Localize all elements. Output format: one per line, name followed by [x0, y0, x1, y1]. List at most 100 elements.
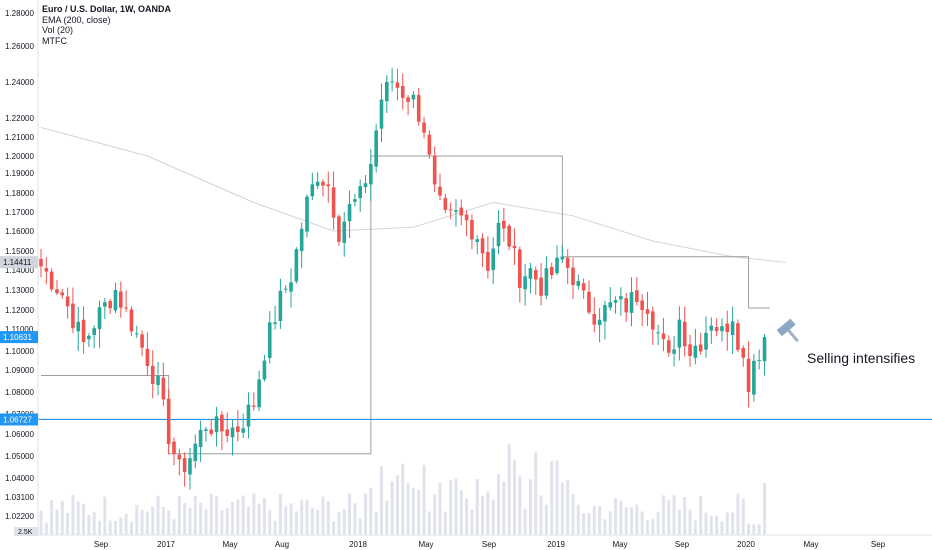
candle-body [342, 221, 347, 243]
volume-bar [177, 496, 181, 535]
indicator-lines [38, 127, 932, 455]
candle-body [698, 344, 703, 352]
volume-bar [438, 482, 442, 535]
volume-bar [257, 503, 261, 535]
volume-bar [87, 514, 91, 535]
candle-body [603, 305, 607, 322]
candle-body [209, 429, 214, 434]
volume-bar [661, 495, 665, 535]
volume-bar [566, 480, 570, 535]
candle-body [193, 443, 198, 461]
candle-body [528, 268, 533, 279]
volume-bars [39, 444, 767, 535]
volume-bar [50, 500, 54, 535]
candle-body [60, 292, 65, 296]
candle-body [289, 282, 293, 292]
volume-bar [667, 500, 671, 535]
volume-bar [156, 495, 160, 535]
volume-bar [640, 511, 644, 535]
candle-body [560, 256, 565, 260]
volume-bar [284, 506, 288, 535]
candle-body [470, 220, 474, 240]
x-tick-label: Sep [871, 540, 886, 549]
candle-body [672, 349, 676, 354]
volume-bar [310, 507, 314, 535]
candle-body [134, 333, 139, 335]
volume-bar [262, 498, 266, 535]
candle-body [145, 348, 150, 366]
volume-bar [454, 478, 458, 535]
volume-bar [231, 501, 235, 535]
candle-body [225, 429, 229, 436]
volume-bar [693, 520, 697, 535]
volume-bar [417, 489, 421, 535]
candle-body [305, 196, 309, 232]
candle-body [369, 164, 373, 185]
y-tick-label: 1.22000 [5, 114, 34, 123]
volume-bar [39, 510, 43, 535]
candle-body [486, 252, 490, 271]
candle-body [502, 220, 506, 229]
volume-bar [124, 513, 128, 535]
volume-bar [294, 511, 298, 535]
candle-body [140, 334, 144, 348]
volume-bar [268, 509, 272, 535]
candle-body [119, 291, 123, 308]
candle-body [172, 441, 176, 455]
candle-body [539, 277, 543, 296]
volume-bar [587, 512, 591, 535]
volume-bar [151, 506, 155, 535]
price-label-text: 1.10631 [3, 333, 32, 342]
candle-body [97, 307, 102, 329]
volume-bar [555, 460, 559, 535]
volume-bar [55, 509, 59, 535]
volume-bar [560, 482, 564, 535]
y-tick-label: 1.11000 [5, 325, 34, 334]
volume-bar [358, 518, 362, 535]
candle-body [374, 130, 378, 167]
volume-bar [747, 523, 751, 535]
volume-bar [475, 479, 479, 535]
volume-bar [364, 493, 368, 535]
volume-bar [167, 510, 171, 535]
volume-bar [582, 512, 586, 535]
volume-bar [731, 512, 735, 535]
x-tick-label: 2019 [547, 540, 565, 549]
volume-bar [699, 496, 703, 535]
volume-bar [44, 522, 48, 535]
candle-body [273, 322, 277, 324]
volume-bar [497, 473, 501, 535]
x-tick-label: 2017 [157, 540, 175, 549]
candle-body [613, 300, 618, 303]
y-tick-label: 1.15000 [5, 247, 34, 256]
volume-bar [305, 499, 309, 535]
candle-body [432, 155, 437, 185]
candle-body [629, 292, 634, 313]
y-tick-label: 1.09000 [5, 366, 34, 375]
y-tick-label: 1.24000 [5, 78, 34, 87]
price-label-text: 1.14411 [3, 258, 32, 267]
volume-bar [635, 504, 639, 535]
candle-body [677, 319, 682, 348]
candle-body [129, 309, 134, 332]
volume-bar [752, 524, 756, 535]
volume-bar [539, 495, 543, 535]
volume-bar [630, 507, 634, 535]
volume-bar [199, 502, 203, 535]
candle-body [608, 302, 613, 308]
candle-body [220, 414, 224, 432]
volume-bar [252, 493, 256, 535]
candle-body [182, 458, 187, 472]
candle-body [592, 314, 597, 325]
y-tick-label: 1.04000 [5, 474, 34, 483]
candle-body [411, 94, 416, 100]
candle-body [358, 186, 362, 199]
candle-body [422, 122, 426, 133]
y-tick-label: 1.20000 [5, 152, 34, 161]
volume-bar [140, 509, 144, 535]
candle-body [544, 268, 549, 296]
candle-body [310, 184, 315, 197]
volume-bar [71, 495, 75, 535]
